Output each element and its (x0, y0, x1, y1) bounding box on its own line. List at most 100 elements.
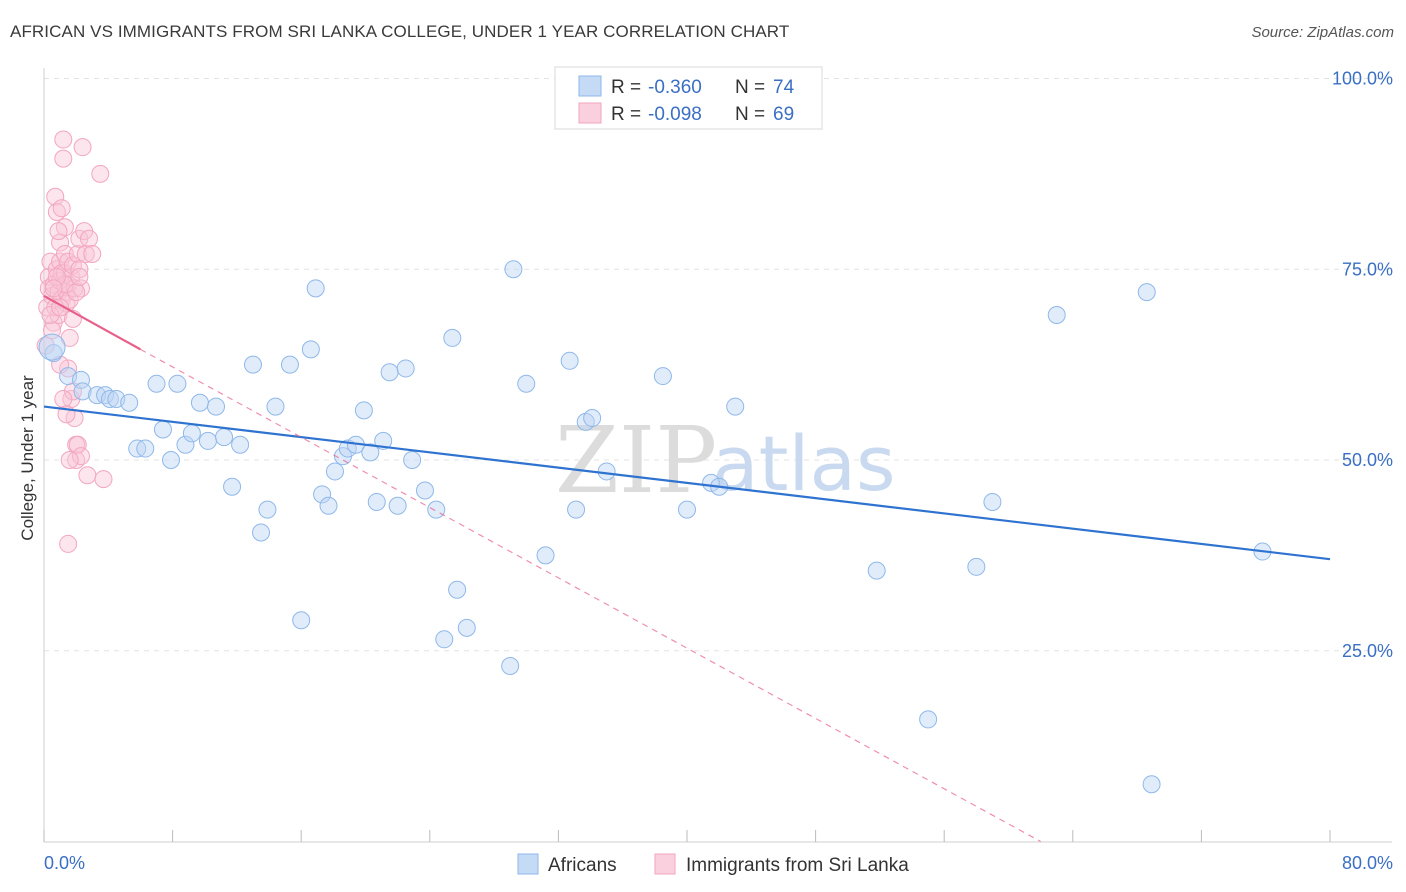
sri-lanka-point (41, 306, 60, 325)
africans-point (435, 630, 454, 649)
sri-lanka-point (80, 229, 99, 248)
y-axis-label: College, Under 1 year (18, 375, 37, 541)
africans-point (726, 397, 745, 416)
watermark-atlas: atlas (712, 419, 896, 508)
africans-point (354, 401, 373, 420)
bottom-legend-africans: Africans (548, 855, 617, 876)
sri-lanka-point (70, 267, 89, 286)
sri-lanka-point (68, 435, 87, 454)
bottom-legend-sri-lanka: Immigrants from Sri Lanka (686, 855, 909, 876)
africans-point (448, 580, 467, 599)
africans-point (501, 657, 520, 676)
chart-title: AFRICAN VS IMMIGRANTS FROM SRI LANKA COL… (10, 22, 790, 41)
x-tick-labels: 0.0% 80.0% (44, 853, 1393, 873)
africans-point (301, 340, 320, 359)
sri-lanka-point (76, 244, 95, 263)
africans-point (361, 443, 380, 462)
legend-swatch-africans (578, 75, 602, 97)
sri-lanka-point (60, 451, 79, 469)
africans-point (182, 424, 201, 443)
africans-point (1137, 283, 1156, 302)
africans-point (597, 462, 616, 481)
africans-point (1047, 306, 1066, 325)
sri-lanka-point (54, 389, 73, 408)
sri-lanka-point (49, 222, 68, 241)
sri-lanka-point (54, 130, 73, 149)
africans-point (198, 431, 217, 450)
axes (43, 68, 1392, 843)
sri-lanka-point (94, 470, 113, 489)
sri-lanka-point (83, 244, 102, 263)
africans-point (71, 370, 90, 389)
africans-points (38, 260, 1272, 794)
sri-lanka-point (73, 138, 92, 157)
africans-point (983, 492, 1002, 511)
watermark-zip: ZIP (555, 407, 717, 514)
africans-point (168, 374, 187, 393)
africans-point (292, 611, 311, 630)
sri-lanka-trend-extension (140, 348, 1041, 843)
africans-point (867, 561, 886, 580)
africans-point (919, 710, 938, 729)
y-tick-label: 25.0% (1342, 641, 1393, 661)
sri-lanka-point (70, 260, 89, 279)
trend-lines (43, 294, 1331, 843)
sri-lanka-point (59, 534, 78, 553)
africans-point (560, 351, 579, 370)
africans-trend-line (43, 405, 1331, 561)
y-tick-labels: 25.0% 50.0% 75.0% 100.0% (1332, 69, 1393, 661)
legend-n-value-1: 74 (773, 77, 795, 98)
sri-lanka-point (78, 466, 97, 485)
watermark: ZIP atlas (555, 407, 896, 514)
sri-lanka-point (67, 283, 86, 302)
africans-point (313, 485, 332, 504)
africans-point (231, 435, 250, 454)
legend-n-label-1: N = (735, 77, 765, 98)
sri-lanka-point (44, 279, 63, 298)
africans-point (443, 328, 462, 347)
sri-lanka-point (71, 447, 90, 466)
africans-point (100, 389, 119, 408)
legend-n-label-2: N = (735, 104, 765, 125)
africans-point (967, 557, 986, 576)
source-credit: Source: ZipAtlas.com (1251, 24, 1394, 41)
africans-point (306, 279, 325, 298)
africans-point (215, 428, 234, 447)
africans-point (388, 496, 407, 515)
africans-point (73, 382, 92, 401)
africans-point (153, 420, 172, 439)
africans-point (38, 333, 66, 361)
africans-point (120, 393, 139, 412)
africans-point (243, 355, 262, 374)
correlation-legend: R = -0.360 N = 74 R = -0.098 N = 69 (554, 66, 823, 130)
bottom-legend-swatch-africans (517, 853, 539, 875)
x-tick-label: 0.0% (44, 853, 85, 873)
y-tick-label: 75.0% (1342, 259, 1393, 279)
africans-point (176, 435, 195, 454)
africans-point (380, 363, 399, 382)
legend-r-label-1: R = (611, 77, 641, 98)
africans-point (136, 439, 155, 458)
legend-swatch-sri-lanka (578, 102, 602, 124)
africans-point (396, 359, 415, 378)
africans-point (325, 462, 344, 481)
africans-point (403, 451, 422, 469)
africans-point (319, 496, 338, 515)
africans-point (147, 374, 166, 393)
africans-point (583, 409, 602, 428)
africans-point (427, 500, 446, 519)
africans-point (504, 260, 523, 279)
africans-point (536, 546, 555, 565)
africans-point (653, 367, 672, 386)
sri-lanka-point (52, 199, 71, 218)
africans-point (207, 397, 226, 416)
sri-lanka-point (54, 149, 73, 168)
bottom-legend-swatch-sri-lanka (654, 853, 676, 875)
sri-lanka-point (47, 267, 66, 286)
legend-n-value-2: 69 (773, 104, 794, 125)
africans-point (1142, 775, 1161, 794)
y-tick-label: 100.0% (1332, 69, 1393, 89)
africans-point (223, 477, 242, 496)
africans-point (415, 481, 434, 500)
